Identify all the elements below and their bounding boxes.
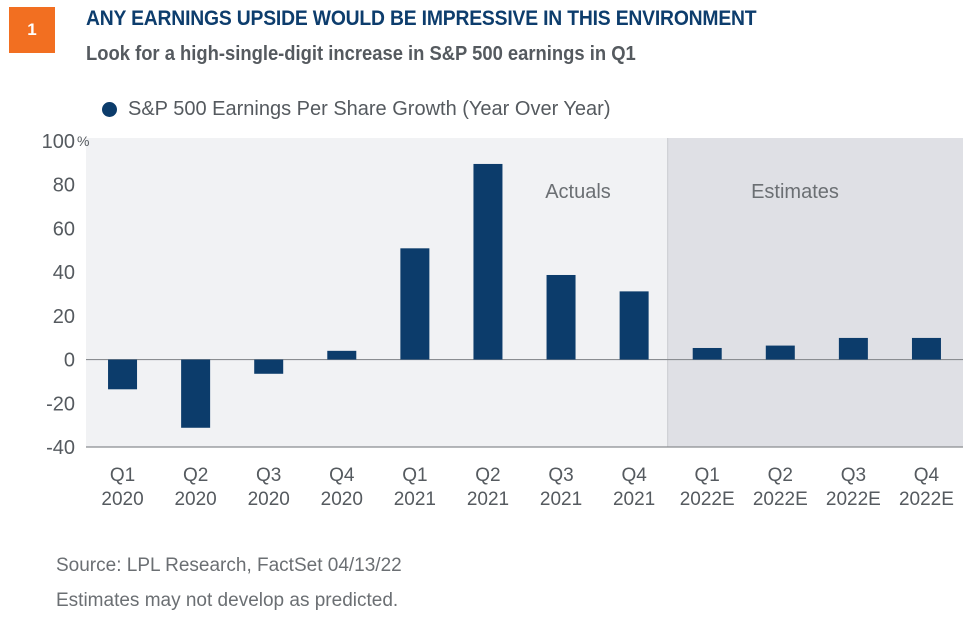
- x-tick-label-year: 2022E: [680, 489, 735, 510]
- legend-dot-icon: [102, 102, 117, 117]
- x-tick-label-quarter: Q1: [402, 465, 427, 486]
- bar-q2-2021: [473, 163, 503, 360]
- x-tick-label-quarter: Q3: [256, 465, 281, 486]
- bar-q3-2020: [254, 359, 284, 374]
- x-tick-label-year: 2020: [248, 489, 290, 510]
- x-tick-label-quarter: Q1: [110, 465, 135, 486]
- region-estimates-background: [667, 138, 963, 447]
- x-tick-label-year: 2022E: [826, 489, 881, 510]
- y-tick-label: -20: [46, 393, 75, 415]
- x-tick-label-year: 2021: [467, 489, 509, 510]
- bar-q3-2021: [546, 274, 576, 360]
- x-tick-label-quarter: Q2: [768, 465, 793, 486]
- x-tick-label-year: 2021: [540, 489, 582, 510]
- region-label-actuals: Actuals: [545, 181, 611, 203]
- y-unit-label: %: [77, 133, 89, 149]
- x-tick-label-quarter: Q3: [548, 465, 573, 486]
- bar-q2-2022e: [765, 345, 795, 360]
- disclaimer-note: Estimates may not develop as predicted.: [56, 590, 399, 611]
- legend-label: S&P 500 Earnings Per Share Growth (Year …: [128, 98, 611, 120]
- bar-q1-2020: [108, 359, 138, 390]
- x-tick-label-year: 2020: [101, 489, 143, 510]
- x-tick-label-quarter: Q4: [914, 465, 940, 486]
- x-tick-label-quarter: Q1: [695, 465, 720, 486]
- y-tick-label: 80: [53, 175, 75, 197]
- region-label-estimates: Estimates: [751, 181, 839, 203]
- bar-q2-2020: [181, 359, 211, 428]
- y-tick-label: 40: [53, 262, 75, 284]
- x-tick-label-quarter: Q4: [329, 465, 355, 486]
- y-tick-label: 0: [64, 350, 75, 372]
- x-tick-label-quarter: Q4: [621, 465, 647, 486]
- chart-subtitle: Look for a high-single-digit increase in…: [86, 43, 636, 65]
- x-tick-label-year: 2021: [613, 489, 655, 510]
- y-tick-label: 100: [42, 131, 75, 153]
- x-tick-label-year: 2022E: [753, 489, 808, 510]
- x-tick-label-year: 2022E: [899, 489, 954, 510]
- chart-title: ANY EARNINGS UPSIDE WOULD BE IMPRESSIVE …: [86, 7, 757, 30]
- x-tick-label-year: 2020: [321, 489, 363, 510]
- bar-q4-2020: [327, 350, 357, 360]
- x-tick-label-quarter: Q2: [475, 465, 500, 486]
- x-tick-label-quarter: Q3: [841, 465, 866, 486]
- bar-q4-2022e: [911, 337, 941, 360]
- bar-q1-2021: [400, 248, 430, 360]
- y-tick-label: -40: [46, 437, 75, 459]
- y-tick-label: 20: [53, 306, 75, 328]
- bar-q1-2022e: [692, 347, 722, 360]
- x-tick-label-quarter: Q2: [183, 465, 208, 486]
- bar-q3-2022e: [838, 337, 868, 360]
- bar-q4-2021: [619, 291, 649, 360]
- source-note: Source: LPL Research, FactSet 04/13/22: [56, 555, 402, 576]
- x-tick-label-year: 2020: [174, 489, 216, 510]
- chart-number-badge: 1: [9, 7, 55, 53]
- chart-legend: S&P 500 Earnings Per Share Growth (Year …: [102, 98, 611, 121]
- y-tick-label: 60: [53, 218, 75, 240]
- x-tick-label-year: 2021: [394, 489, 436, 510]
